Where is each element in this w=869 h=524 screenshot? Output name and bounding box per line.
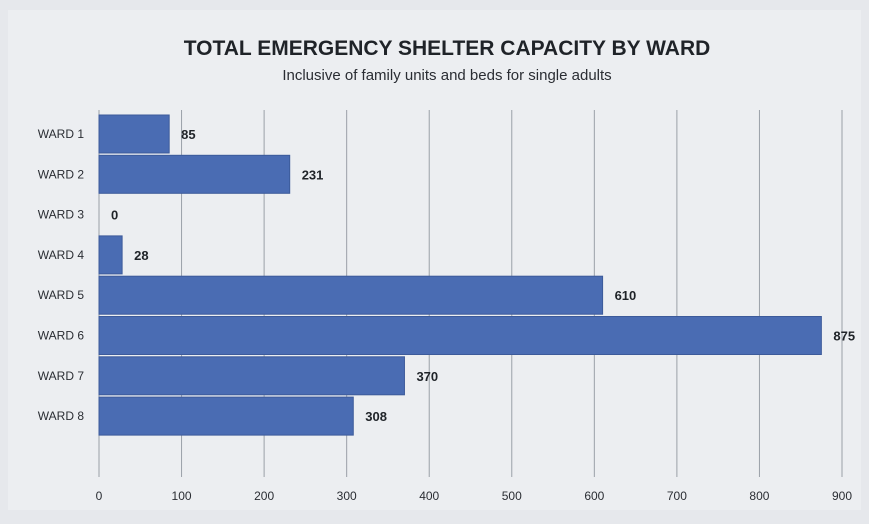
bar-ward-4 <box>98 235 123 275</box>
bar-ward-8 <box>98 396 354 436</box>
data-label: 875 <box>833 329 855 344</box>
category-label: WARD 4 <box>38 248 85 262</box>
category-label: WARD 6 <box>38 329 85 343</box>
x-tick-label: 200 <box>254 489 274 503</box>
bars <box>98 114 822 436</box>
category-label: WARD 5 <box>38 288 85 302</box>
data-label: 0 <box>111 208 118 223</box>
category-label: WARD 3 <box>38 208 85 222</box>
data-label: 28 <box>134 248 148 263</box>
category-label: WARD 1 <box>38 127 85 141</box>
bar-ward-5 <box>98 275 604 315</box>
bar-ward-1 <box>98 114 170 154</box>
category-label: WARD 2 <box>38 167 85 181</box>
bar-ward-6 <box>98 316 822 355</box>
data-labels: 85 231 0 28 610 875 370 308 <box>111 127 855 424</box>
x-tick-label: 0 <box>96 489 103 503</box>
category-label: WARD 8 <box>38 409 85 423</box>
x-tick-label: 700 <box>667 489 687 503</box>
category-label: WARD 7 <box>38 369 85 383</box>
bar-ward-2 <box>98 154 291 194</box>
x-tick-label: 900 <box>832 489 852 503</box>
category-labels: WARD 1 WARD 2 WARD 3 WARD 4 WARD 5 WARD 6 WARD… <box>38 127 85 423</box>
x-tick-label: 500 <box>502 489 522 503</box>
data-label: 308 <box>365 409 387 424</box>
bar-ward-7 <box>98 356 405 396</box>
x-tick-label: 100 <box>172 489 192 503</box>
x-tick-label: 800 <box>749 489 769 503</box>
data-label: 610 <box>615 288 637 303</box>
data-label: 370 <box>416 369 438 384</box>
x-axis-tick-labels: 0 100 200 300 400 500 600 700 800 900 <box>96 489 853 503</box>
data-label: 231 <box>302 167 324 182</box>
x-tick-label: 600 <box>584 489 604 503</box>
chart-title: TOTAL EMERGENCY SHELTER CAPACITY BY WARD <box>184 37 711 60</box>
x-tick-label: 400 <box>419 489 439 503</box>
chart-subtitle: Inclusive of family units and beds for s… <box>282 67 611 84</box>
x-tick-label: 300 <box>337 489 357 503</box>
data-label: 85 <box>181 127 195 142</box>
